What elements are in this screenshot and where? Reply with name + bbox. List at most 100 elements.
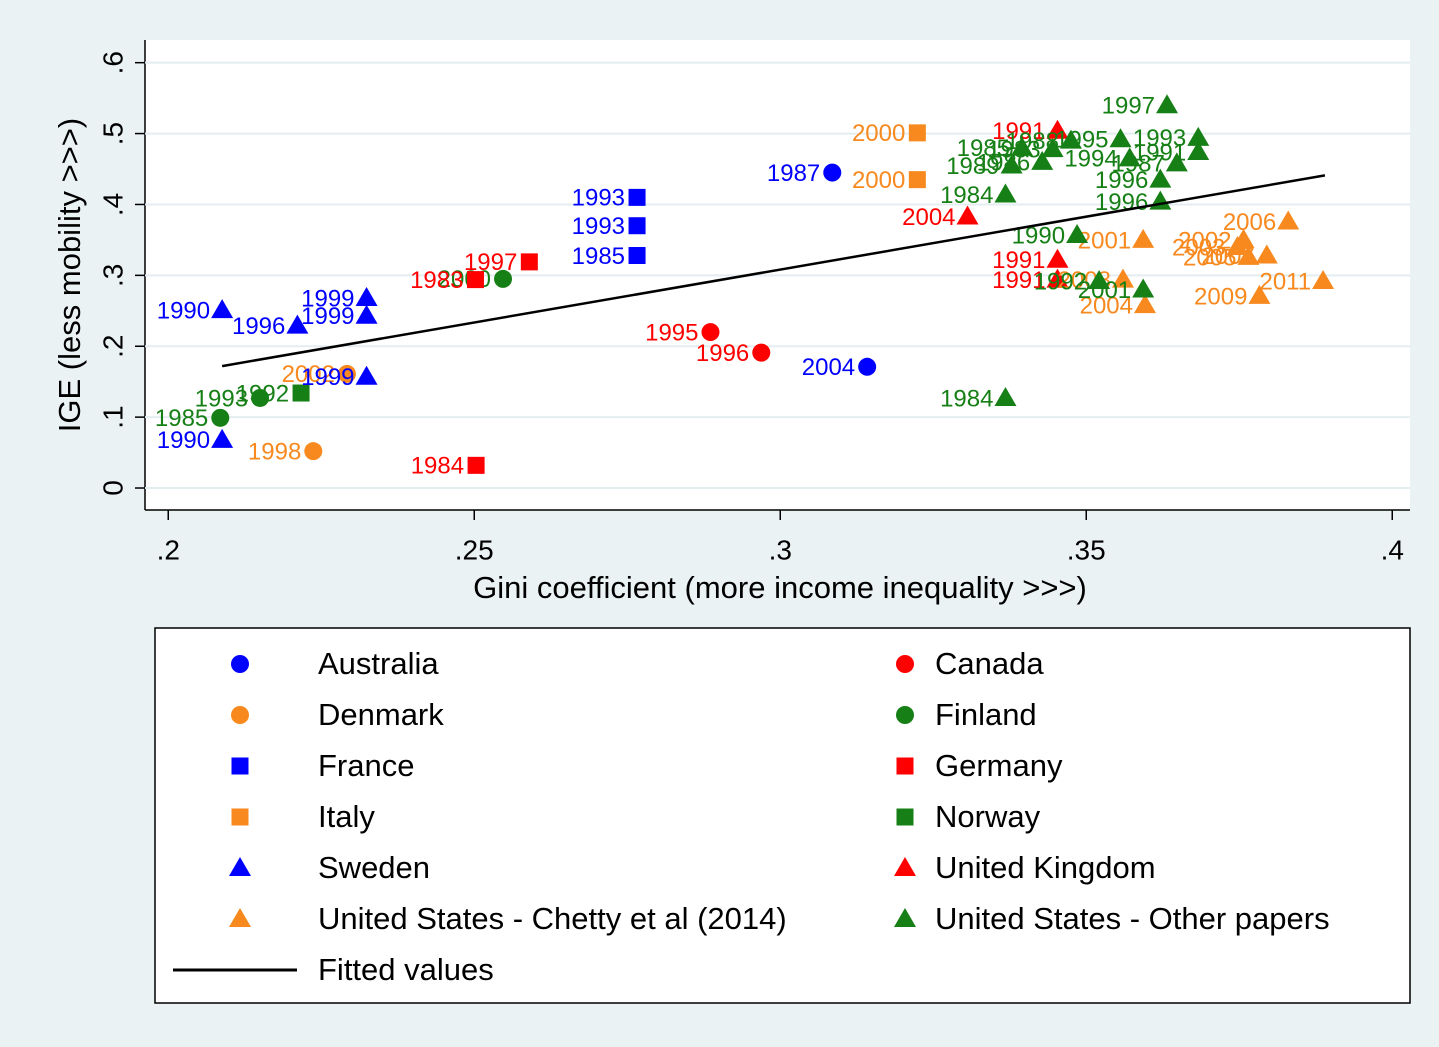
- point-label: 2005: [1183, 244, 1236, 271]
- point: [1066, 223, 1089, 243]
- point-label: 1999: [301, 285, 354, 312]
- point: [1187, 126, 1210, 146]
- point-label: 1992: [1034, 268, 1087, 295]
- point-label: 2004: [902, 204, 955, 231]
- point-label: 1985: [957, 135, 1010, 162]
- legend-marker: [229, 857, 251, 876]
- point-label: 1987: [767, 160, 820, 187]
- legend-label: Australia: [318, 646, 439, 681]
- legend-label: United Kingdom: [935, 850, 1156, 885]
- point-label: 2011: [1259, 268, 1311, 295]
- x-tick-label: .4: [1381, 534, 1404, 565]
- point: [1237, 245, 1260, 265]
- point: [1134, 294, 1157, 314]
- point-label: 1995: [645, 319, 698, 346]
- point-label: 1991: [992, 118, 1045, 145]
- point: [908, 124, 926, 142]
- point-label: 1989: [946, 153, 999, 180]
- point-label: 2002: [282, 361, 335, 388]
- point-label: 1983: [987, 137, 1040, 164]
- legend-label: United States - Other papers: [935, 901, 1330, 936]
- point-label: 1993: [572, 213, 625, 240]
- point: [1046, 119, 1069, 139]
- point-label: 1996: [232, 313, 285, 340]
- point-label: 2004: [802, 354, 855, 381]
- point-label: 2007: [1201, 243, 1254, 270]
- legend-label: Canada: [935, 646, 1044, 681]
- point-label: 1990: [157, 297, 210, 324]
- point-label: 1995: [1055, 127, 1108, 154]
- point-label: 1998: [248, 439, 301, 466]
- legend-label: Italy: [318, 799, 375, 834]
- y-tick-label: .5: [97, 122, 128, 145]
- point-label: 2000: [852, 120, 905, 147]
- point: [1041, 138, 1064, 158]
- legend-label: Germany: [935, 748, 1063, 783]
- legend-marker: [231, 655, 249, 673]
- point: [1031, 150, 1054, 170]
- point-label: 2002: [1178, 227, 1231, 254]
- point-label: 2000: [852, 167, 905, 194]
- x-tick-label: .25: [455, 534, 494, 565]
- point: [211, 408, 230, 427]
- point-label: 2006: [1223, 209, 1276, 236]
- fitted-line: [221, 174, 1326, 368]
- point: [1111, 268, 1134, 288]
- y-tick-label: .1: [97, 405, 128, 428]
- point: [1226, 235, 1249, 255]
- x-tick-label: .2: [157, 534, 180, 565]
- point-label: 1991: [1133, 139, 1186, 166]
- point-label: 2009: [1194, 283, 1247, 310]
- point: [1088, 270, 1111, 290]
- legend: [154, 627, 1411, 1004]
- point-label: 1985: [155, 405, 208, 432]
- legend-marker: [231, 706, 249, 724]
- point: [251, 388, 270, 407]
- point: [292, 384, 310, 402]
- point: [1046, 268, 1069, 288]
- point: [994, 386, 1017, 406]
- x-tick-label: .35: [1067, 534, 1106, 565]
- point-label: 1993: [572, 185, 625, 212]
- point: [1000, 154, 1023, 174]
- point: [211, 299, 234, 319]
- point: [1165, 152, 1188, 172]
- point: [304, 442, 323, 461]
- point: [908, 171, 926, 189]
- point: [1059, 129, 1082, 149]
- legend-marker: [896, 655, 914, 673]
- point: [286, 314, 309, 334]
- point-label: 1991: [992, 267, 1045, 294]
- legend-marker: [894, 857, 916, 876]
- y-tick-label: .2: [97, 335, 128, 358]
- point-label: 1990: [157, 427, 210, 454]
- point-label: 1993: [195, 385, 248, 412]
- point: [1248, 284, 1271, 304]
- point: [752, 343, 771, 362]
- point-label: 1996: [696, 340, 749, 367]
- point: [211, 428, 234, 448]
- point-label: 1984: [411, 453, 464, 480]
- point: [1156, 94, 1179, 114]
- point: [494, 269, 513, 288]
- legend-label: Fitted values: [318, 952, 494, 987]
- point-label: 1991: [992, 247, 1045, 274]
- y-tick-label: .6: [97, 51, 128, 74]
- point-label: 1985: [572, 243, 625, 270]
- point-label: 1990: [1012, 222, 1065, 249]
- point-label: 1983: [410, 267, 463, 294]
- point-label: 1994: [1064, 146, 1117, 173]
- point: [1149, 168, 1172, 188]
- point: [858, 357, 877, 376]
- y-tick-label: .4: [97, 193, 128, 216]
- point: [1109, 128, 1132, 148]
- point: [628, 188, 646, 206]
- x-tick-label: .3: [769, 534, 792, 565]
- legend-marker: [894, 908, 916, 927]
- point-label: 1984: [940, 385, 993, 412]
- point: [956, 205, 979, 225]
- point: [355, 287, 378, 307]
- point-label: 1996: [1095, 167, 1148, 194]
